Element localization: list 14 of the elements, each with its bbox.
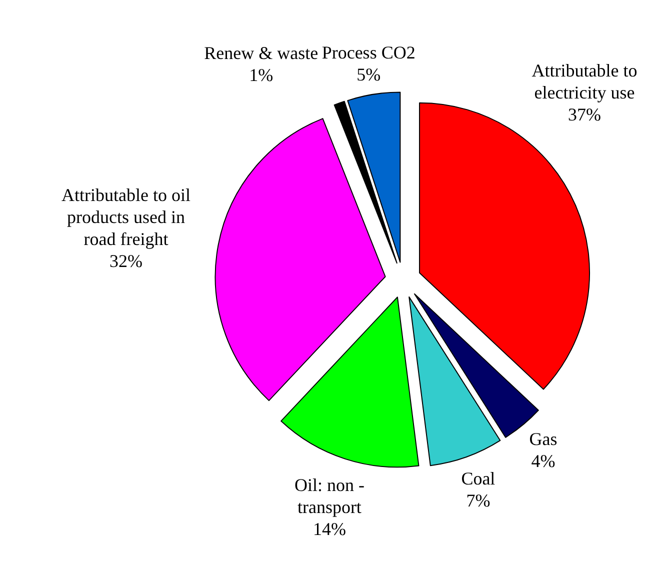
slice-label: Attributable to oil products used in road freight xyxy=(62,184,190,249)
data-label: 1% xyxy=(249,65,274,86)
slice-label: Renew & waste xyxy=(204,43,318,64)
data-label: 32% xyxy=(109,250,142,271)
data-label: 4% xyxy=(531,451,556,472)
slice-label: Oil: non - transport xyxy=(294,474,364,517)
data-label: 37% xyxy=(568,104,601,124)
data-label: 7% xyxy=(466,490,490,510)
slice-label: Attributable to electricity use xyxy=(532,60,638,102)
data-label: 5% xyxy=(356,64,381,84)
data-label: 14% xyxy=(312,518,346,539)
slice-label: Gas xyxy=(529,429,558,450)
slice-label: Coal xyxy=(461,468,496,488)
slice-label: Process CO2 xyxy=(322,42,416,62)
